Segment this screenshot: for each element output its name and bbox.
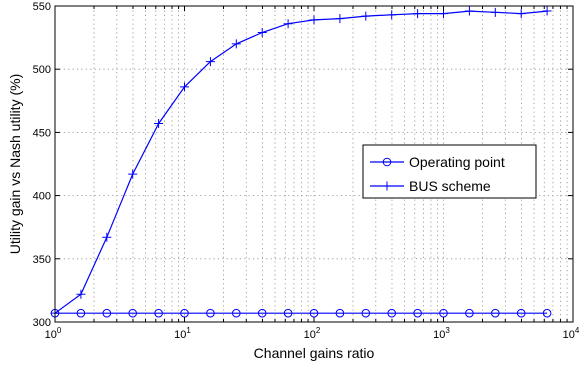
data-point-operating-point <box>128 308 137 318</box>
data-point-operating-point <box>516 308 526 318</box>
data-point-operating-point <box>102 308 112 318</box>
legend-box <box>362 144 537 199</box>
y-axis-label: Utility gain vs Nash utility (%) <box>7 74 23 255</box>
y-tick-label: 400 <box>33 191 51 203</box>
data-point-operating-point <box>257 308 267 318</box>
data-point-operating-point <box>387 308 396 318</box>
data-point-operating-point <box>309 308 319 318</box>
legend-label-operating-point: Operating point <box>409 154 505 170</box>
data-point-operating-point <box>76 308 86 318</box>
data-point-operating-point <box>154 308 163 318</box>
data-point-bus-scheme <box>516 9 526 19</box>
data-point-bus-scheme <box>180 82 189 92</box>
data-point-operating-point <box>180 308 189 318</box>
x-tick-label: 101 <box>174 326 191 341</box>
data-point-bus-scheme <box>257 28 267 38</box>
data-point-operating-point <box>335 308 345 318</box>
x-tick-label: 100 <box>45 326 62 341</box>
data-point-bus-scheme <box>413 9 423 19</box>
x-tick-label: 102 <box>304 326 321 341</box>
data-point-operating-point <box>283 308 293 318</box>
y-tick-label: 300 <box>33 317 51 329</box>
data-point-bus-scheme <box>231 39 241 49</box>
y-tick-label: 450 <box>33 127 51 139</box>
data-point-bus-scheme <box>464 6 474 16</box>
x-tick-label: 103 <box>433 326 450 341</box>
data-point-operating-point <box>491 308 500 318</box>
data-point-bus-scheme <box>309 15 319 25</box>
data-point-operating-point <box>361 308 371 318</box>
legend-marker-bus-scheme <box>382 181 392 191</box>
y-tick-label: 500 <box>33 64 51 76</box>
data-point-bus-scheme <box>205 57 215 67</box>
data-point-bus-scheme <box>542 6 552 16</box>
legend: Operating point BUS scheme <box>362 144 537 199</box>
data-point-operating-point <box>232 308 241 318</box>
data-point-bus-scheme <box>76 289 86 299</box>
x-axis-label: Channel gains ratio <box>254 345 375 361</box>
data-point-bus-scheme <box>387 10 397 20</box>
data-point-operating-point <box>439 308 448 318</box>
data-point-bus-scheme <box>102 232 112 242</box>
axis-ticks: 100 101 102 103 104 300 350 400 450 500 550 <box>33 1 580 341</box>
x-tick-label: 104 <box>563 326 580 341</box>
y-tick-label: 350 <box>33 254 51 266</box>
data-point-bus-scheme <box>490 7 500 17</box>
data-point-bus-scheme <box>154 119 164 129</box>
data-point-bus-scheme <box>335 14 345 24</box>
data-point-operating-point <box>465 308 474 318</box>
legend-marker-operating-point <box>382 157 392 167</box>
data-point-bus-scheme <box>128 169 138 179</box>
data-point-bus-scheme <box>283 19 293 29</box>
data-point-bus-scheme <box>361 11 371 21</box>
data-point-operating-point <box>206 308 215 318</box>
legend-label-bus-scheme: BUS scheme <box>409 178 491 194</box>
data-point-operating-point <box>542 308 552 318</box>
y-tick-label: 550 <box>33 1 51 13</box>
data-point-operating-point <box>413 308 422 318</box>
